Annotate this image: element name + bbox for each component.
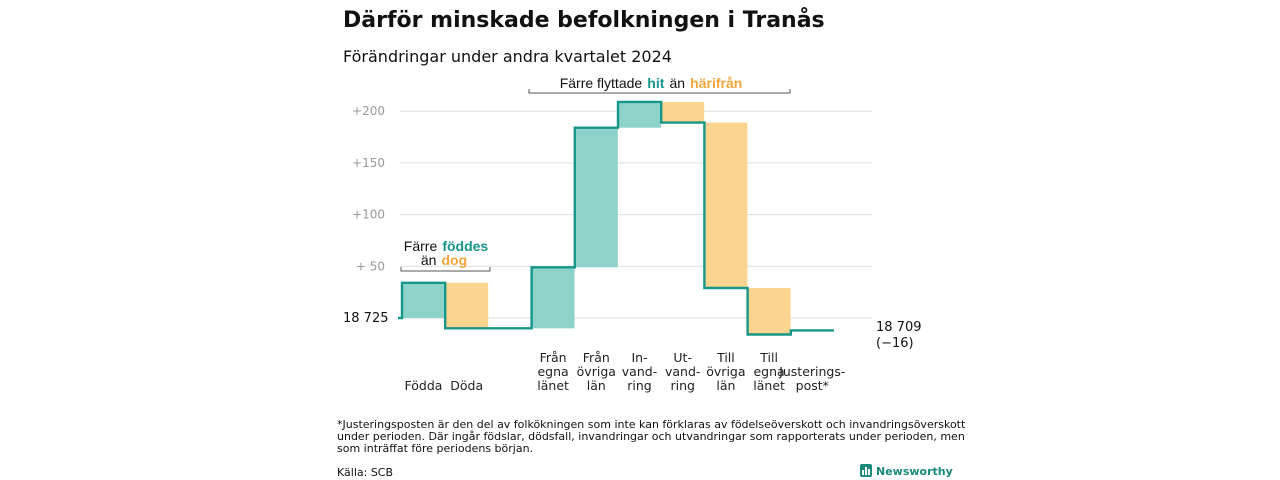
x-label-justering: Justerings-post*: [778, 364, 845, 393]
x-label-till_egna: Till egna länet: [753, 350, 785, 393]
annotation-births-line2: än dog: [421, 250, 467, 269]
running-total-path: [398, 100, 834, 336]
start-value-label: 18 725: [343, 311, 389, 326]
end-value-label: 18 709: [876, 320, 922, 335]
bar-fran_ovriga: [574, 127, 618, 268]
chart-subtitle: Förändringar under andra kvartalet 2024: [343, 47, 672, 66]
annotation-migration-prefix: Färre flyttade: [560, 75, 643, 91]
bar-fodda: [402, 282, 445, 318]
annotation-migration-in: hit: [647, 75, 664, 91]
x-label-till_ovriga: Till övriga län: [706, 350, 745, 393]
bar-till_egna: [747, 288, 791, 335]
x-label-utvandring: Ut-vand-ring: [665, 350, 700, 393]
annotation-births-mid: än: [421, 252, 437, 268]
y-tick-label: +150: [352, 156, 385, 170]
bar-utvandring: [661, 101, 705, 123]
annotation-migration-line: Färre flyttade hit än härifrån: [560, 73, 743, 92]
annotation-births-bracket: [400, 267, 491, 272]
annotation-births-out: dog: [442, 252, 468, 268]
brand-name: Newsworthy: [876, 465, 953, 478]
annotation-migration-bracket: [528, 89, 791, 94]
bar-doda: [445, 282, 489, 329]
annotation-migration: Färre flyttade hit än härifrån: [528, 73, 791, 94]
y-tick-label: +100: [352, 208, 385, 222]
annotation-births: Färre föddes än dog: [400, 236, 491, 272]
bar-chart-icon: [860, 464, 872, 477]
bars: [402, 101, 791, 335]
source-label: Källa: SCB: [337, 466, 393, 479]
footnote-line-2: under perioden. Där ingår födslar, dödsf…: [337, 430, 965, 443]
y-tick-label: + 50: [356, 259, 385, 273]
footnote-line-3: som inträffat före periodens början.: [337, 442, 533, 455]
end-change-label: (−16): [876, 336, 914, 351]
annotation-births-in: föddes: [442, 238, 488, 254]
bar-fran_egna: [531, 267, 575, 329]
y-tick-label: +200: [352, 104, 385, 118]
annotation-births-prefix: Färre: [404, 238, 438, 254]
bar-invandring: [618, 101, 661, 128]
x-label-doda: Döda: [450, 378, 483, 393]
footnote-line-1: *Justeringsposten är den del av folkökni…: [337, 418, 966, 431]
x-label-fodda: Födda: [405, 378, 443, 393]
annotation-migration-mid: än: [669, 75, 685, 91]
annotation-births-line1: Färre föddes: [404, 236, 489, 255]
brand-logo: Newsworthy: [860, 464, 953, 478]
x-label-invandring: In-vand-ring: [622, 350, 657, 393]
chart-title: Därför minskade befolkningen i Tranås: [343, 7, 825, 33]
x-label-fran_egna: Från egna länet: [537, 350, 569, 393]
x-label-fran_ovriga: Från övriga län: [577, 350, 616, 393]
annotation-migration-out: härifrån: [690, 75, 742, 91]
running-total-line: [398, 100, 834, 336]
bar-till_ovriga: [704, 122, 748, 289]
